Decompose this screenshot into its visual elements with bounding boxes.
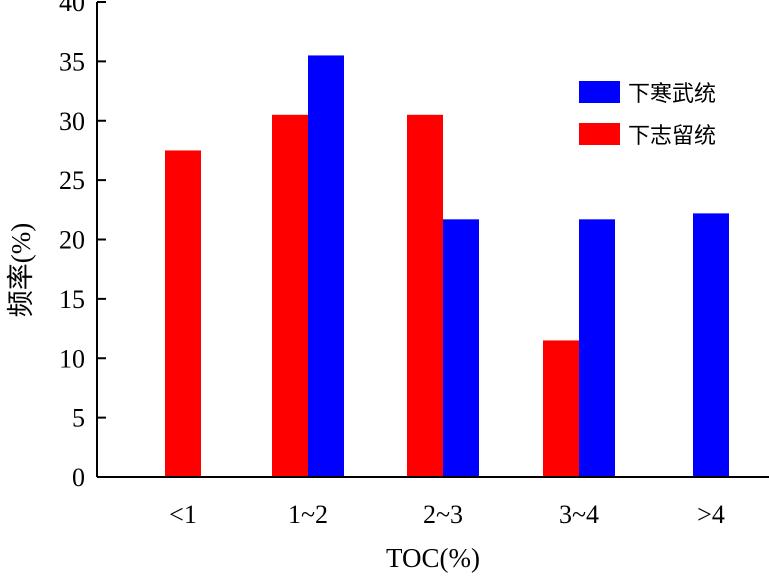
y-tick-label: 20 (59, 226, 85, 255)
bar-silurian-0 (165, 150, 201, 477)
y-axis-title: 频率(%) (6, 223, 36, 317)
x-tick-label: <1 (169, 500, 197, 529)
bars-layer (165, 55, 729, 477)
y-tick-label: 5 (72, 404, 85, 433)
bar-cambrian-1 (308, 55, 344, 477)
y-tick-label: 10 (59, 344, 85, 373)
bar-cambrian-2 (443, 219, 479, 477)
x-tick-label: 2~3 (423, 500, 463, 529)
y-tick-label: 0 (72, 463, 85, 492)
y-tick-label: 30 (59, 107, 85, 136)
legend-label: 下寒武统 (628, 82, 716, 107)
y-tick-label: 25 (59, 166, 85, 195)
bar-cambrian-3 (579, 219, 615, 477)
legend-swatch (579, 81, 620, 103)
bar-silurian-1 (272, 114, 308, 477)
y-tick-label: 15 (59, 285, 85, 314)
bar-silurian-3 (543, 340, 579, 477)
legend-swatch (579, 123, 620, 145)
x-tick-label: 3~4 (559, 500, 599, 529)
y-tick-label: 40 (59, 0, 85, 17)
x-ticks: <1 1~2 2~3 3~4 >4 (169, 500, 725, 529)
y-tick-label: 35 (59, 47, 85, 76)
x-tick-label: >4 (697, 500, 725, 529)
x-tick-label: 1~2 (288, 500, 328, 529)
y-ticks: 0 5 10 15 20 25 30 35 40 (59, 0, 106, 492)
x-axis-title: TOC(%) (386, 543, 480, 573)
bar-silurian-2 (407, 114, 443, 477)
bar-cambrian-4 (693, 213, 729, 477)
legend-label: 下志留统 (628, 124, 716, 149)
